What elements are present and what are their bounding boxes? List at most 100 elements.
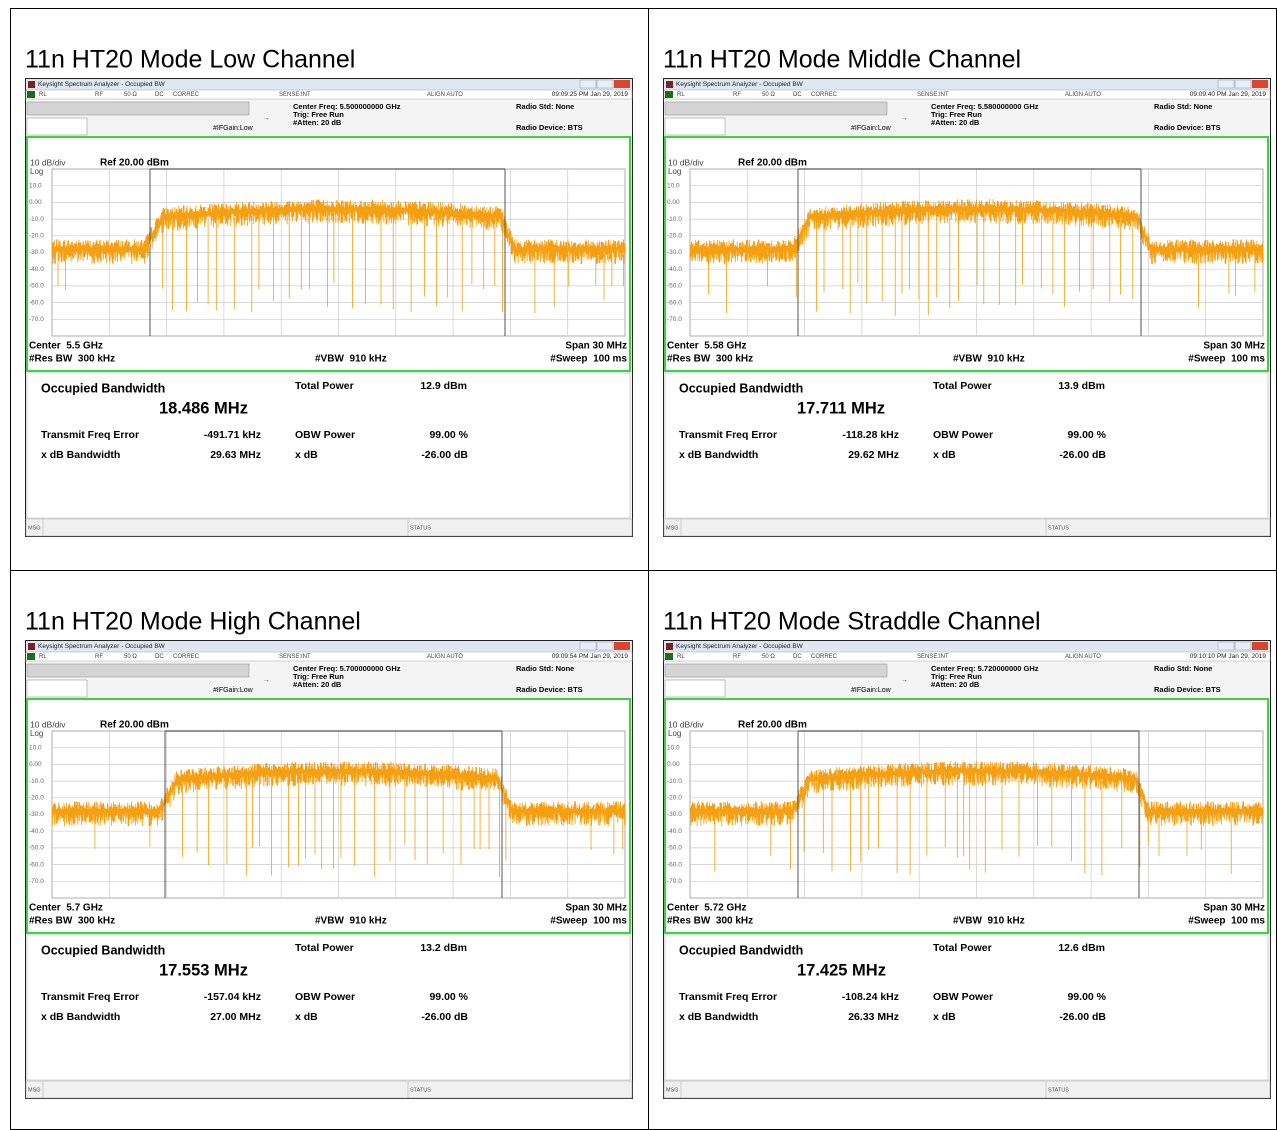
input-box (664, 663, 888, 678)
panel-title: 11n HT20 Mode Low Channel (25, 46, 355, 74)
y-axis-label: -40.0 (667, 266, 682, 273)
y-axis-label: -30.0 (29, 249, 44, 256)
y-axis-label: -20.0 (667, 795, 682, 802)
title-bar (664, 79, 1270, 90)
status-item: RL (39, 92, 47, 98)
label: #Atten: 20 dB (931, 118, 980, 127)
label: Center 5.58 GHz (667, 341, 746, 352)
result-value: 99.00 % (429, 429, 468, 441)
y-axis-label: -10.0 (29, 778, 44, 785)
y-axis-label: -30.0 (667, 811, 682, 818)
label: #Sweep 100 ms (1188, 354, 1265, 365)
status-item: CORREC (173, 654, 200, 660)
result-label: x dB (295, 449, 318, 461)
y-axis-label: -50.0 (667, 845, 682, 852)
app-icon (28, 643, 35, 650)
y-axis-label: -70.0 (29, 878, 44, 885)
y-axis-label: -40.0 (667, 828, 682, 835)
status-icon (665, 91, 673, 98)
status-item: ALIGN AUTO (427, 92, 463, 98)
spectrum-trace (689, 199, 1264, 316)
label: Center Freq: 5.720000000 GHz (931, 664, 1039, 673)
status-item: DC (793, 654, 802, 660)
status-item: RL (677, 92, 685, 98)
status-item: ALIGN AUTO (1065, 654, 1101, 660)
status-item: 50 Ω (124, 92, 137, 98)
y-axis-label: -40.0 (29, 266, 44, 273)
window-title: Keysight Spectrum Analyzer - Occupied BW (676, 81, 804, 88)
minimize-button (1217, 641, 1235, 651)
status-item: RF (95, 654, 103, 660)
label: Radio Device: BTS (516, 685, 583, 694)
status-item: ALIGN AUTO (427, 654, 463, 660)
maximize-button (1234, 641, 1252, 651)
result-label: OBW Power (295, 429, 355, 441)
y-axis-label: 0.00 (29, 199, 42, 206)
label: Radio Std: None (516, 102, 574, 111)
label: Log (668, 729, 681, 738)
label: Trig: Free Run (293, 672, 344, 681)
analyzer-screenshot: Keysight Spectrum Analyzer - Occupied BW… (663, 78, 1271, 537)
status-item: RF (733, 92, 741, 98)
result-label: OBW Power (933, 429, 993, 441)
label: Radio Std: None (516, 664, 574, 673)
status-item: RF (95, 92, 103, 98)
y-axis-label: -10.0 (29, 216, 44, 223)
input-box (664, 679, 726, 698)
y-axis-label: 10.0 (29, 744, 42, 751)
label: Ref 20.00 dBm (738, 158, 807, 169)
label: Radio Device: BTS (516, 123, 583, 132)
label: Trig: Free Run (293, 110, 344, 119)
result-value: 13.9 dBm (1058, 380, 1105, 392)
label: #IFGain:Low (213, 125, 254, 132)
title-bar (26, 79, 632, 90)
input-box (26, 101, 250, 116)
result-label: Total Power (933, 942, 992, 954)
app-icon (666, 81, 673, 88)
spectrum-trace (689, 761, 1264, 876)
label: Center 5.72 GHz (667, 903, 746, 914)
analyzer-screenshot: Keysight Spectrum Analyzer - Occupied BW… (25, 78, 633, 537)
trigger-icon: → (901, 677, 908, 684)
result-label: Total Power (295, 942, 354, 954)
result-label: OBW Power (933, 991, 993, 1003)
result-label: Transmit Freq Error (679, 991, 777, 1003)
status-item: CORREC (811, 92, 838, 98)
result-value: 29.63 MHz (210, 449, 261, 461)
result-label: Transmit Freq Error (41, 991, 139, 1003)
minimize-button (1217, 79, 1235, 89)
status-item: RF (733, 654, 741, 660)
label: Center Freq: 5.500000000 GHz (293, 102, 401, 111)
y-axis-label: -50.0 (29, 283, 44, 290)
result-label: Occupied Bandwidth (679, 381, 803, 395)
result-label: x dB Bandwidth (41, 1011, 120, 1023)
status-row (25, 89, 633, 100)
input-box (26, 663, 250, 678)
timestamp: 09:09:54 PM Jan 29, 2019 (552, 653, 629, 660)
result-label: x dB (295, 1011, 318, 1023)
result-label: x dB Bandwidth (679, 1011, 758, 1023)
spectrum-trace (51, 761, 626, 878)
y-axis-label: -10.0 (667, 778, 682, 785)
result-value: 99.00 % (1067, 429, 1106, 441)
msg-label: MSG (666, 525, 679, 531)
window-title: Keysight Spectrum Analyzer - Occupied BW (676, 643, 804, 650)
message-bar (25, 1080, 633, 1099)
label: #VBW 910 kHz (953, 354, 1025, 365)
results-area (26, 934, 631, 1081)
result-value: 17.553 MHz (159, 961, 248, 979)
status-icon (27, 91, 35, 98)
result-value: -157.04 kHz (204, 991, 261, 1003)
y-axis-label: -60.0 (29, 861, 44, 868)
y-axis-label: 0.00 (667, 761, 680, 768)
label: #Res BW 300 kHz (667, 354, 753, 365)
close-button (1252, 80, 1268, 88)
label: #IFGain:Low (851, 125, 892, 132)
y-axis-label: 0.00 (667, 199, 680, 206)
app-icon (28, 81, 35, 88)
result-value: 99.00 % (1067, 991, 1106, 1003)
app-icon (666, 643, 673, 650)
result-value: -26.00 dB (421, 449, 468, 461)
y-axis-label: -30.0 (29, 811, 44, 818)
input-box (26, 679, 88, 698)
